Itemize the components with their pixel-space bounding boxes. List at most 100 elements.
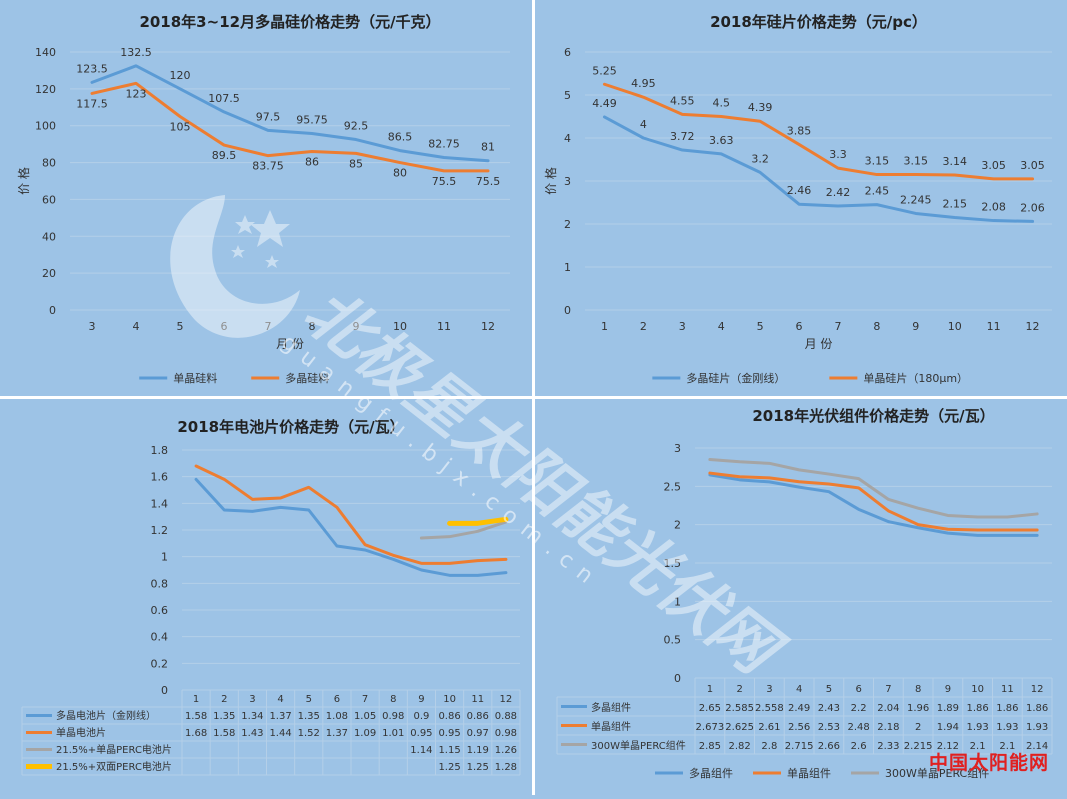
y-tick-label: 2.5 — [664, 480, 682, 493]
data-label: 2.46 — [787, 184, 812, 197]
data-label: 2.15 — [942, 198, 967, 211]
table-cell: 1.19 — [467, 745, 489, 756]
x-tick-label: 1 — [601, 320, 608, 333]
module-price-chart: 2018年光伏组件价格走势（元/瓦）00.511.522.531 2 3 4 5 6 7 8 9… — [556, 407, 1053, 780]
y-tick-label: 1 — [161, 551, 168, 564]
table-cell: 1.89 — [937, 703, 959, 714]
x-tick-label: 1 — [193, 694, 199, 705]
x-tick-label: 11 — [987, 320, 1001, 333]
x-tick-label: 7 — [885, 684, 891, 695]
x-tick-label: 7 — [265, 320, 272, 333]
x-tick-label: 4 — [718, 320, 725, 333]
table-cell: 0.9 — [413, 711, 429, 722]
legend-label: 多晶组件 — [689, 766, 733, 780]
table-cell: 2.585 — [725, 703, 754, 714]
brand-label: 中国太阳能网 — [928, 752, 1049, 774]
table-cell: 0.98 — [495, 728, 517, 739]
chart-title: 2018年光伏组件价格走势（元/瓦） — [752, 407, 994, 425]
y-tick-label: 6 — [564, 46, 571, 59]
legend-label: 单晶电池片 — [56, 726, 106, 739]
x-tick-label: 10 — [971, 684, 984, 695]
legend-item: 多晶组件 — [655, 766, 733, 780]
table-cell: 1.58 — [213, 728, 235, 739]
data-label: 120 — [170, 69, 191, 82]
x-tick-label: 12 — [1026, 320, 1040, 333]
table-cell: 1.34 — [241, 711, 263, 722]
data-label: 3.15 — [865, 155, 890, 168]
table-cell: 1.37 — [326, 728, 348, 739]
y-tick-label: 20 — [42, 267, 56, 280]
legend-label: 多晶电池片（金刚线） — [56, 709, 156, 722]
table-cell: 1.86 — [966, 703, 988, 714]
x-tick-label: 6 — [334, 694, 340, 705]
x-tick-label: 1 — [707, 684, 713, 695]
table-cell: 2.673 — [696, 722, 725, 733]
cell-price-chart: 2018年电池片价格走势（元/瓦） 0 0.2 0.4 0.6 0.8 1 1.2 1.4 1.6… — [21, 418, 521, 776]
x-tick-label: 6 — [855, 684, 861, 695]
table-cell: 2.1 — [970, 741, 986, 752]
polysilicon-price-chart: 2018年3~12月多晶硅价格走势（元/千克） 0 20 40 60 80 100 120 14… — [16, 13, 510, 385]
x-tick-label: 12 — [481, 320, 495, 333]
data-label: 5.25 — [592, 64, 617, 77]
y-tick-label: 40 — [42, 230, 56, 243]
data-label: 3.05 — [1020, 159, 1045, 172]
table-cell: 1.93 — [996, 722, 1018, 733]
data-label: 83.75 — [252, 160, 284, 173]
x-tick-label: 4 — [277, 694, 283, 705]
series-line-2 — [602, 82, 1035, 181]
data-label: 95.75 — [296, 114, 328, 127]
x-tick-label: 5 — [306, 694, 312, 705]
y-axis-label: 价 格 — [16, 167, 31, 195]
legend-label: 单晶硅片（180μm） — [863, 372, 968, 385]
x-axis-label: 月 份 — [276, 337, 304, 351]
x-tick-label: 8 — [390, 694, 396, 705]
data-label: 4.95 — [631, 77, 656, 90]
y-tick-label: 100 — [35, 120, 56, 133]
panel-module: 2018年光伏组件价格走势（元/瓦） 0 0.5 1 1.5 2 2.5 3 1 2 3 4 5 6 7 8 9… — [535, 399, 1067, 795]
data-label: 82.75 — [428, 138, 460, 151]
table-cell: 1.09 — [354, 728, 376, 739]
table-cell: 2.18 — [877, 722, 899, 733]
x-tick-label: 3 — [679, 320, 686, 333]
data-label: 105 — [170, 121, 191, 134]
x-tick-label: 6 — [796, 320, 803, 333]
x-tick-label: 6 — [221, 320, 228, 333]
table-cell: 2.12 — [937, 741, 959, 752]
series-line-1 — [602, 115, 1035, 223]
table-cell: 1.43 — [241, 728, 263, 739]
table-cell: 1.44 — [269, 728, 291, 739]
x-tick-label: 8 — [309, 320, 316, 333]
x-tick-label: 8 — [915, 684, 921, 695]
table-cell: 2.04 — [877, 703, 899, 714]
table-cell: 2.43 — [818, 703, 840, 714]
y-tick-label: 0 — [161, 684, 168, 697]
data-label: 3.05 — [981, 159, 1006, 172]
data-label: 123.5 — [76, 62, 108, 75]
data-label: 4 — [640, 118, 647, 131]
table-cell: 0.86 — [438, 711, 460, 722]
legend-label: 多晶硅片（金刚线） — [686, 371, 785, 385]
data-label: 3.15 — [904, 155, 929, 168]
x-tick-label: 3 — [766, 684, 772, 695]
x-tick-label: 9 — [418, 694, 424, 705]
legend-label: 单晶硅料 — [173, 371, 217, 385]
x-tick-label: 5 — [177, 320, 184, 333]
y-tick-label: 3 — [674, 442, 681, 455]
table-cell: 0.97 — [467, 728, 489, 739]
x-tick-label: 5 — [826, 684, 832, 695]
y-tick-label: 2 — [674, 519, 681, 532]
x-tick-label: 9 — [353, 320, 360, 333]
data-label: 4.55 — [670, 94, 695, 107]
table-cell: 2.82 — [728, 741, 750, 752]
y-tick-label: 1.2 — [151, 524, 169, 537]
y-tick-label: 0.8 — [151, 577, 169, 590]
data-label: 3.14 — [942, 155, 967, 168]
table-cell: 1.08 — [326, 711, 348, 722]
data-label: 92.5 — [344, 120, 369, 133]
y-tick-label: 4 — [564, 132, 571, 145]
data-label: 85 — [349, 157, 363, 170]
x-tick-label: 11 — [471, 694, 484, 705]
series-line-1 — [194, 477, 508, 577]
table-cell: 2.625 — [725, 722, 754, 733]
